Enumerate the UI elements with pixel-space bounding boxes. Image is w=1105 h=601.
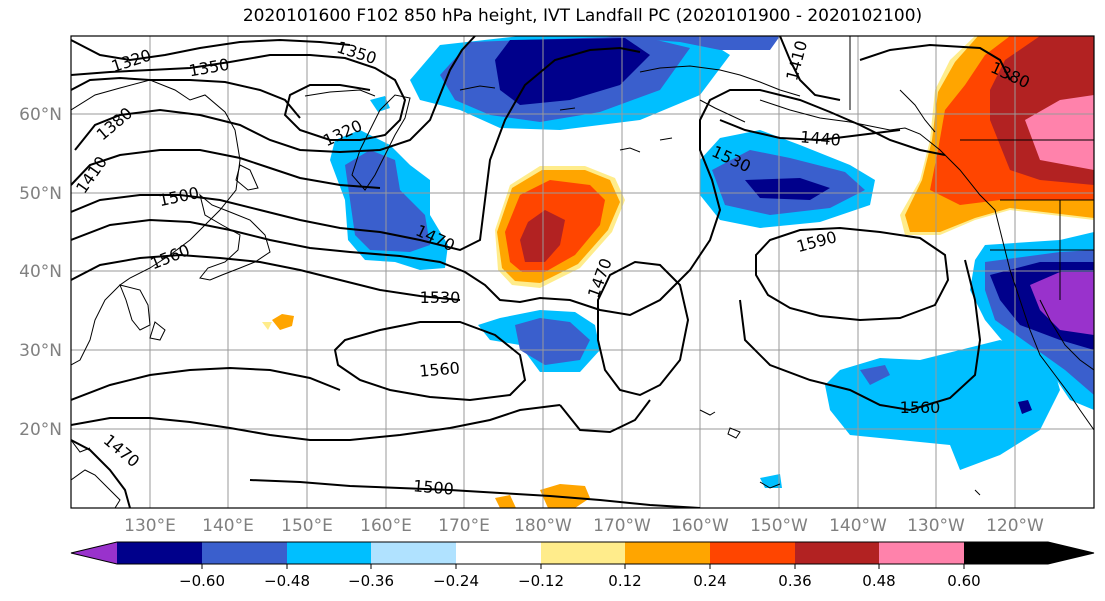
negative-anomaly-region (745, 178, 830, 200)
colorbar-bin (117, 542, 202, 564)
lon-label: 170°W (593, 516, 651, 536)
colorbar-tick-label: −0.12 (518, 572, 564, 590)
lon-label: 150°E (281, 516, 333, 536)
contour-label: 1500 (412, 476, 454, 498)
latitude-labels: 60°N 50°N 40°N 30°N 20°N (19, 105, 62, 440)
colorbar-tick-label: −0.24 (433, 572, 479, 590)
lat-label: 40°N (19, 262, 62, 282)
colorbar-tick-label: 0.12 (608, 572, 641, 590)
colorbar-bin (625, 542, 710, 564)
colorbar-bin (964, 542, 1094, 564)
colorbar-tick-label: 0.48 (862, 572, 895, 590)
colorbar-bin (541, 542, 625, 564)
contour-label: 1560 (418, 358, 460, 380)
colorbar-tick-label: 0.36 (778, 572, 811, 590)
colorbar-bin (456, 542, 541, 564)
colorbar-tick-label: −0.48 (264, 572, 310, 590)
lon-label: 160°W (671, 516, 729, 536)
positive-anomaly-region (495, 495, 516, 508)
lon-label: 170°E (438, 516, 490, 536)
positive-anomaly-region (262, 322, 272, 330)
colorbar-tick-label: −0.36 (348, 572, 394, 590)
colorbar-tick-label: 0.24 (693, 572, 726, 590)
lon-label: 120°W (986, 516, 1044, 536)
lon-label: 160°E (360, 516, 412, 536)
lon-label: 180°W (514, 516, 572, 536)
colorbar-bin (202, 542, 287, 564)
colorbar-bin (879, 542, 964, 564)
lon-label: 140°E (202, 516, 254, 536)
lon-label: 130°W (907, 516, 965, 536)
lon-label: 140°W (829, 516, 887, 536)
lat-label: 50°N (19, 184, 62, 204)
lat-label: 60°N (19, 105, 62, 125)
colorbar-bin (795, 542, 879, 564)
colorbar-tick-label: −0.60 (179, 572, 225, 590)
colorbar-bin (287, 542, 371, 564)
longitude-labels: 130°E 140°E 150°E 160°E 170°E 180°W 170°… (124, 516, 1044, 536)
lat-label: 20°N (19, 420, 62, 440)
colorbar: −0.60 −0.48 −0.36 −0.24 −0.12 0.12 0.24 … (70, 541, 1095, 590)
negative-anomaly-region (495, 38, 650, 105)
lat-label: 30°N (19, 341, 62, 361)
negative-anomaly-region (1018, 400, 1032, 414)
colorbar-bin (710, 542, 795, 564)
colorbar-outline (70, 541, 1095, 565)
negative-anomaly-region (370, 96, 390, 112)
negative-anomaly-region (345, 150, 430, 252)
ivt-shading (262, 36, 1094, 508)
negative-anomaly-region (1030, 272, 1094, 335)
negative-anomaly-region (600, 36, 780, 50)
map-title: 2020101600 F102 850 hPa height, IVT Land… (242, 6, 923, 26)
contour-label: 1440 (799, 127, 841, 149)
height-contours (71, 36, 1011, 508)
positive-anomaly-region (540, 484, 590, 508)
map-area: 1320 1350 1350 1380 1410 1320 1500 1470 … (71, 36, 1094, 508)
negative-anomaly-region (860, 365, 890, 385)
negative-anomaly-region (760, 474, 782, 488)
lon-label: 130°E (124, 516, 176, 536)
contour-label: 1560 (900, 398, 941, 417)
contour-label: 1530 (420, 288, 461, 307)
negative-anomaly-region (515, 318, 590, 365)
positive-anomaly-region (272, 314, 294, 330)
colorbar-tick-label: 0.60 (947, 572, 980, 590)
colorbar-bin (371, 542, 456, 564)
lon-label: 150°W (750, 516, 808, 536)
colorbar-bin (71, 542, 117, 564)
map-frame (70, 35, 1095, 509)
